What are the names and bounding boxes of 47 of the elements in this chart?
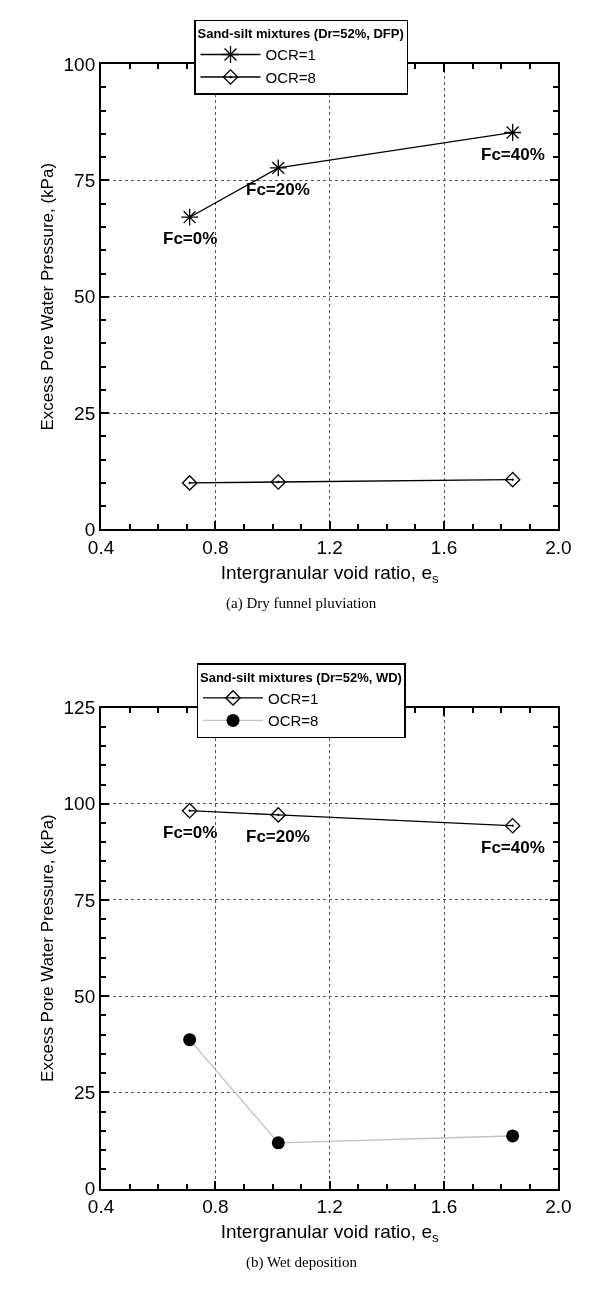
- x-tick-label: 1.6: [430, 537, 458, 559]
- x-tick-label: 0.8: [202, 537, 229, 559]
- point: [506, 1129, 520, 1143]
- legend-label: OCR=1: [265, 46, 316, 64]
- legend-title: Sand-silt mixtures (Dr=52%, DFP): [197, 26, 404, 42]
- point: [180, 208, 199, 227]
- text: (b) Wet deposition: [246, 1254, 358, 1271]
- legend-title: Sand-silt mixtures (Dr=52%, WD): [200, 669, 402, 685]
- y-tick-label: 100: [63, 793, 96, 815]
- point: [183, 1033, 197, 1047]
- y-tick-label: 25: [74, 1082, 96, 1104]
- annotation: Fc=0%: [163, 229, 218, 248]
- x-tick-label: 1.2: [316, 1196, 343, 1218]
- annotation: Fc=0%: [163, 823, 218, 842]
- y-tick-label: 25: [74, 402, 96, 424]
- x-tick-label: 2.0: [545, 1196, 572, 1218]
- y-tick-label: 50: [74, 286, 96, 308]
- x-axis-title: Intergranular void ratio, e$_{s}$: [220, 1220, 439, 1245]
- x-tick-label: 1.2: [316, 537, 343, 559]
- x-tick-label: 2.0: [545, 537, 572, 559]
- x-tick-label: 1.6: [430, 1196, 458, 1218]
- y-tick-label: 75: [74, 889, 96, 911]
- y-tick-label: 50: [74, 985, 96, 1007]
- point: [503, 123, 522, 142]
- point: [269, 158, 288, 177]
- y-tick-label: 125: [63, 697, 96, 719]
- point: [181, 802, 198, 819]
- legend-label: OCR=1: [268, 689, 319, 707]
- point: [271, 1136, 285, 1150]
- y-tick-label: 100: [63, 53, 96, 75]
- point: [270, 807, 287, 823]
- annotation: Fc=40%: [481, 145, 545, 164]
- y-tick-label: 75: [74, 170, 96, 192]
- point: [504, 471, 521, 488]
- annotation: Fc=20%: [246, 827, 310, 846]
- annotation: Fc=40%: [481, 838, 545, 857]
- legend-label: OCR=8: [265, 68, 316, 86]
- x-axis-title: Intergranular void ratio, e$_{s}$: [220, 561, 439, 586]
- legend-label: OCR=8: [268, 712, 319, 730]
- point: [181, 475, 198, 491]
- x-tick-label: 0.8: [202, 1196, 229, 1218]
- point: [504, 817, 521, 834]
- text: (a) Dry funnel pluviation: [226, 595, 377, 612]
- y-axis-title: Excess Pore Water Pressure, (kPa): [37, 162, 57, 431]
- y-axis-title: Excess Pore Water Pressure, (kPa): [37, 814, 57, 1082]
- annotation: Fc=20%: [246, 180, 310, 199]
- point: [270, 474, 287, 490]
